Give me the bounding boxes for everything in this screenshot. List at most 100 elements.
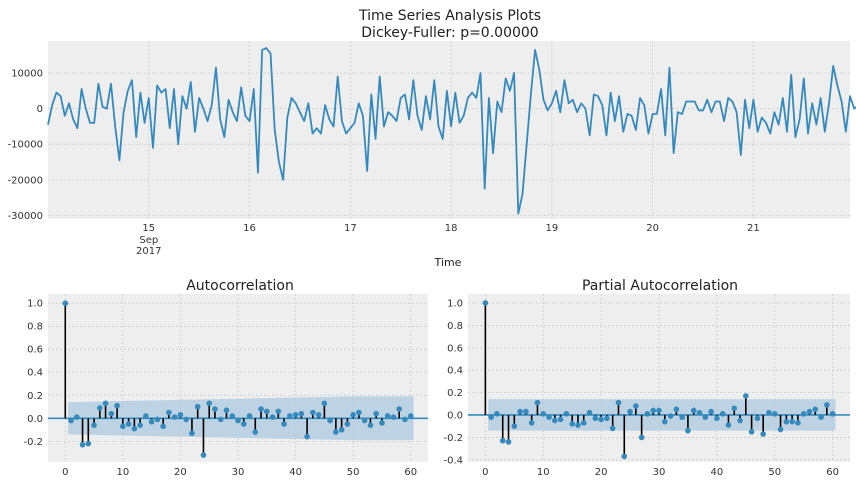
acf-marker-6	[97, 405, 103, 411]
pacf-xtick-label-5: 50	[768, 467, 781, 478]
acf-marker-29	[229, 413, 236, 419]
acf-marker-40	[292, 412, 299, 418]
acf-marker-30	[235, 417, 241, 424]
pacf-ytick-label-3: 0.2	[447, 388, 463, 399]
ts-plot-area	[48, 41, 850, 219]
pacf-marker-1	[488, 414, 494, 421]
pacf-marker-12	[552, 417, 558, 424]
acf-ytick-label-6: 1.0	[27, 299, 43, 310]
pacf-marker-14	[563, 411, 570, 417]
pacf-marker-40	[714, 415, 720, 422]
acf-marker-22	[189, 430, 195, 437]
pacf-marker-20	[598, 416, 604, 423]
autocorrelation-plot: -0.2 0.0 0.2 0.4 0.6 0.8 1.0 0 10 20 30 40 50 60	[23, 294, 428, 478]
acf-marker-32	[246, 413, 253, 419]
figure-title-line1: Time Series Analysis Plots	[358, 8, 541, 24]
pacf-ytick-label-1: -0.2	[443, 433, 463, 444]
pacf-marker-54	[795, 420, 801, 426]
pacf-xtick-label-4: 40	[711, 467, 724, 478]
acf-marker-21	[183, 416, 189, 423]
acf-marker-39	[287, 413, 293, 419]
ts-xtick-sublabel-0-0: Sep	[139, 235, 158, 246]
pacf-marker-21	[604, 415, 610, 422]
acf-marker-19	[171, 414, 178, 420]
acf-marker-11	[125, 421, 132, 427]
pacf-ytick-label-2: 0.0	[447, 410, 463, 421]
ts-xtick-label-3: 18	[445, 223, 458, 234]
ts-xtick-label-1: 16	[243, 223, 256, 234]
pacf-marker-50	[771, 411, 778, 417]
ts-ytick-label-0: -30000	[8, 211, 43, 222]
acf-marker-54	[373, 410, 379, 417]
acf-marker-35	[263, 408, 270, 415]
acf-marker-28	[223, 407, 230, 414]
pacf-marker-45	[743, 393, 749, 399]
acf-marker-36	[269, 414, 276, 420]
acf-ytick-label-5: 0.8	[27, 322, 43, 333]
pacf-marker-10	[540, 411, 547, 417]
pacf-marker-57	[812, 406, 819, 413]
pacf-marker-2	[494, 411, 500, 417]
pacf-marker-37	[696, 409, 703, 416]
acf-marker-46	[327, 417, 333, 424]
pacf-marker-56	[806, 408, 813, 415]
pacf-marker-58	[818, 414, 824, 421]
pacf-marker-0	[482, 300, 489, 306]
pacf-marker-16	[575, 422, 581, 428]
pacf-marker-23	[615, 399, 622, 406]
acf-marker-7	[102, 400, 109, 407]
acf-marker-18	[166, 409, 172, 416]
pacf-marker-31	[661, 418, 668, 425]
acf-marker-34	[258, 406, 264, 412]
partial-autocorrelation-plot: -0.4 -0.2 0.0 0.2 0.4 0.6 0.8 1.0 0 10 20 30 40 50 60	[443, 294, 850, 478]
acf-marker-2	[73, 414, 80, 420]
pacf-marker-35	[685, 427, 691, 434]
pacf-marker-47	[754, 415, 761, 422]
pacf-marker-13	[557, 416, 564, 423]
pacf-marker-38	[702, 414, 709, 421]
acf-marker-14	[143, 413, 149, 419]
acf-ytick-label-1: 0.0	[27, 414, 43, 425]
pacf-ytick-label-4: 0.4	[447, 366, 463, 377]
pacf-xtick-label-0: 0	[482, 467, 488, 478]
acf-xtick-label-5: 50	[347, 467, 360, 478]
ts-xtick-label-6: 21	[747, 223, 760, 234]
acf-xtick-label-3: 30	[232, 467, 245, 478]
acf-marker-47	[333, 429, 339, 435]
acf-marker-52	[361, 417, 368, 424]
figure-title-line2: Dickey-Fuller: p=0.00000	[361, 25, 538, 41]
ts-ytick-label-3: 0	[37, 104, 43, 115]
acf-marker-31	[240, 421, 247, 427]
pacf-marker-43	[731, 405, 738, 412]
pacf-marker-18	[586, 409, 593, 416]
pacf-marker-29	[650, 407, 657, 414]
pacf-marker-4	[505, 439, 512, 445]
acf-ytick-label-4: 0.6	[27, 345, 43, 356]
pacf-xtick-label-2: 20	[595, 467, 608, 478]
acf-marker-49	[344, 421, 351, 427]
acf-marker-20	[177, 412, 184, 418]
acf-marker-23	[194, 403, 201, 410]
acf-marker-53	[367, 422, 374, 428]
acf-marker-5	[91, 422, 97, 428]
pacf-marker-6	[517, 408, 523, 415]
pacf-marker-41	[719, 411, 726, 417]
pacf-marker-32	[667, 413, 674, 419]
pacf-xtick-label-1: 10	[537, 467, 550, 478]
acf-ytick-label-3: 0.4	[27, 368, 43, 379]
pacf-marker-24	[621, 453, 628, 460]
acf-xtick-label-0: 0	[62, 467, 68, 478]
pacf-marker-5	[511, 423, 518, 429]
acf-marker-57	[390, 414, 397, 420]
pacf-marker-60	[829, 411, 836, 417]
ts-xtick-label-2: 17	[344, 223, 357, 234]
pacf-marker-34	[679, 414, 685, 421]
pacf-marker-9	[534, 399, 541, 406]
acf-marker-1	[68, 417, 74, 424]
ts-xtick-label-4: 19	[546, 223, 559, 234]
ts-ytick-label-2: -10000	[8, 140, 43, 151]
pacf-marker-53	[789, 418, 795, 425]
acf-marker-25	[206, 400, 213, 407]
